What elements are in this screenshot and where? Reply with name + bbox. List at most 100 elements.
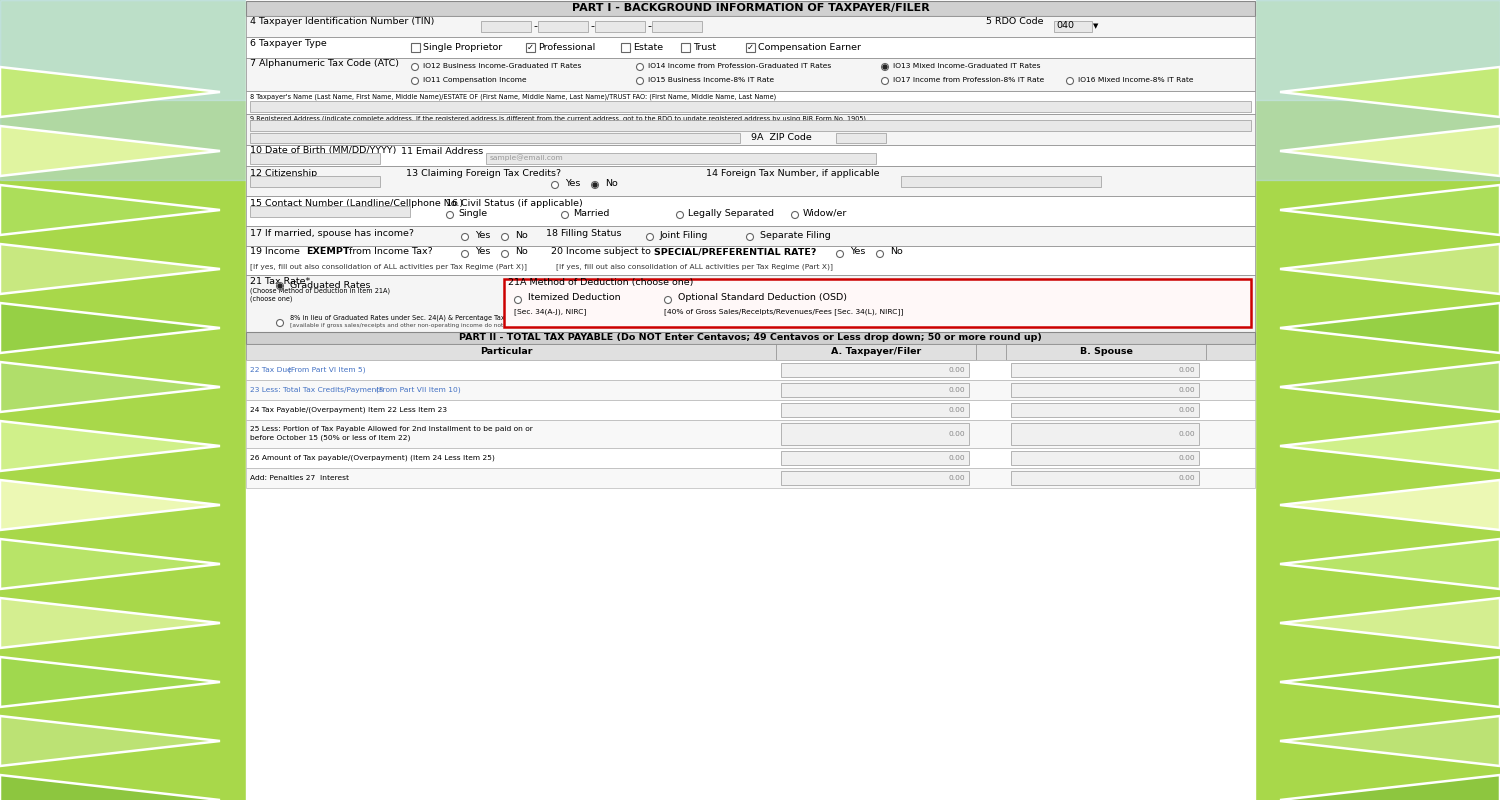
Polygon shape	[1280, 244, 1500, 294]
Text: IO13 Mixed Income-Graduated IT Rates: IO13 Mixed Income-Graduated IT Rates	[892, 63, 1041, 69]
Text: PART II - TOTAL TAX PAYABLE (Do NOT Enter Centavos; 49 Centavos or Less drop dow: PART II - TOTAL TAX PAYABLE (Do NOT Ente…	[459, 334, 1042, 342]
Bar	[1011, 363, 1198, 377]
Text: A. Taxpayer/Filer: A. Taxpayer/Filer	[831, 347, 921, 357]
Text: 0.00: 0.00	[1179, 367, 1196, 373]
Bar	[246, 166, 1256, 196]
Bar	[746, 43, 754, 52]
Bar	[526, 43, 536, 52]
Text: 0.00: 0.00	[1179, 455, 1196, 461]
Bar	[251, 120, 1251, 131]
Text: Single: Single	[458, 209, 488, 218]
Bar	[1011, 451, 1198, 465]
Text: Yes: Yes	[476, 247, 490, 257]
Circle shape	[552, 182, 558, 189]
Polygon shape	[0, 185, 220, 235]
Polygon shape	[0, 539, 220, 589]
Circle shape	[884, 65, 886, 69]
Bar	[1011, 383, 1198, 397]
Text: -: -	[590, 21, 594, 31]
Bar	[246, 448, 1256, 468]
Bar	[782, 383, 969, 397]
Text: Graduated Rates: Graduated Rates	[290, 281, 370, 290]
Text: Yes: Yes	[476, 230, 490, 239]
Bar	[251, 133, 740, 143]
Text: (From Part VI Item 5): (From Part VI Item 5)	[288, 366, 366, 374]
Polygon shape	[1280, 657, 1500, 707]
Text: (choose one): (choose one)	[251, 296, 292, 302]
Text: 8% in lieu of Graduated Rates under Sec. 24(A) & Percentage Tax under Sec. 116 o: 8% in lieu of Graduated Rates under Sec.…	[290, 314, 582, 322]
Bar	[246, 400, 1256, 420]
Bar	[251, 101, 1251, 112]
Bar	[246, 58, 1256, 91]
Bar	[0, 0, 1500, 100]
Text: 0.00: 0.00	[948, 475, 964, 481]
Bar	[782, 363, 969, 377]
Polygon shape	[0, 362, 220, 412]
Bar	[246, 360, 1256, 380]
Circle shape	[411, 63, 419, 70]
Circle shape	[278, 284, 282, 288]
Text: 0.00: 0.00	[948, 367, 964, 373]
Bar	[782, 451, 969, 465]
Text: 9A  ZIP Code: 9A ZIP Code	[752, 134, 812, 142]
Text: 040: 040	[1056, 22, 1074, 30]
Circle shape	[747, 234, 753, 241]
Text: PART I - BACKGROUND INFORMATION OF TAXPAYER/FILER: PART I - BACKGROUND INFORMATION OF TAXPA…	[572, 3, 930, 14]
Bar	[902, 176, 1101, 187]
Bar	[246, 114, 1256, 145]
Text: 0.00: 0.00	[1179, 431, 1196, 437]
Text: Itemized Deduction: Itemized Deduction	[528, 294, 621, 302]
Bar	[504, 279, 1251, 327]
Text: 16 Civil Status (if applicable): 16 Civil Status (if applicable)	[446, 198, 582, 207]
Bar	[246, 275, 1256, 332]
Bar	[246, 37, 1256, 58]
Text: Separate Filing: Separate Filing	[760, 230, 831, 239]
Polygon shape	[0, 67, 220, 117]
Text: -: -	[532, 21, 537, 31]
Text: Professional: Professional	[538, 42, 596, 51]
Text: No: No	[514, 247, 528, 257]
Circle shape	[276, 282, 284, 290]
Circle shape	[276, 319, 284, 326]
Bar	[246, 332, 1256, 344]
Text: (From Part VII Item 10): (From Part VII Item 10)	[376, 386, 460, 394]
Polygon shape	[0, 716, 220, 766]
Text: IO11 Compensation Income: IO11 Compensation Income	[423, 77, 526, 83]
Text: 21A Method of Deduction (choose one): 21A Method of Deduction (choose one)	[509, 278, 693, 286]
Circle shape	[501, 250, 509, 258]
Text: SPECIAL/PREFERENTIAL RATE?: SPECIAL/PREFERENTIAL RATE?	[654, 247, 816, 257]
Circle shape	[514, 297, 522, 303]
Text: IO12 Business Income-Graduated IT Rates: IO12 Business Income-Graduated IT Rates	[423, 63, 582, 69]
Text: sample@email.com: sample@email.com	[490, 154, 564, 162]
Circle shape	[447, 211, 453, 218]
Text: Widow/er: Widow/er	[802, 209, 847, 218]
Text: 0.00: 0.00	[948, 407, 964, 413]
Bar	[246, 468, 1256, 488]
Text: 0.00: 0.00	[948, 387, 964, 393]
Text: 22 Tax Due: 22 Tax Due	[251, 367, 294, 373]
Polygon shape	[0, 657, 220, 707]
Text: Add: Penalties 27  Interest: Add: Penalties 27 Interest	[251, 475, 350, 481]
Text: (Choose Method of Deduction in Item 21A): (Choose Method of Deduction in Item 21A)	[251, 288, 390, 294]
Bar	[1054, 21, 1092, 32]
Text: -: -	[646, 21, 651, 31]
Circle shape	[561, 211, 568, 218]
Polygon shape	[0, 598, 220, 648]
Text: ▼: ▼	[1094, 23, 1098, 29]
Text: Yes: Yes	[566, 179, 580, 189]
Circle shape	[501, 234, 509, 241]
Bar	[251, 206, 410, 217]
Bar	[246, 226, 1256, 246]
Text: 0.00: 0.00	[1179, 407, 1196, 413]
Text: 14 Foreign Tax Number, if applicable: 14 Foreign Tax Number, if applicable	[706, 169, 879, 178]
Text: EXEMPT: EXEMPT	[306, 247, 350, 257]
Text: 26 Amount of Tax payable/(Overpayment) (Item 24 Less Item 25): 26 Amount of Tax payable/(Overpayment) (…	[251, 454, 495, 462]
Text: [If yes, fill out also consolidation of ALL activities per Tax Regime (Part X)]: [If yes, fill out also consolidation of …	[556, 264, 832, 270]
Text: 18 Filling Status: 18 Filling Status	[546, 229, 621, 238]
Circle shape	[462, 234, 468, 241]
Text: 19 Income: 19 Income	[251, 247, 303, 257]
Circle shape	[636, 63, 644, 70]
Circle shape	[876, 250, 884, 258]
Circle shape	[462, 250, 468, 258]
Bar	[246, 344, 1256, 360]
